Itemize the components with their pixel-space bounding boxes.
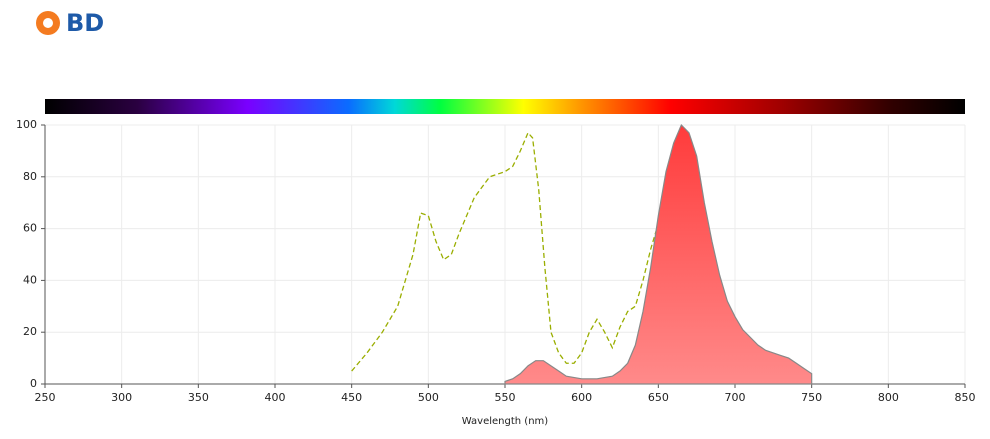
y-tick-label: 80 [23, 170, 37, 183]
x-tick-label: 300 [111, 391, 132, 404]
spectrum-bar [45, 99, 965, 114]
y-tick-label: 60 [23, 222, 37, 235]
x-tick-label: 450 [341, 391, 362, 404]
x-tick-label: 850 [955, 391, 976, 404]
x-tick-label: 700 [725, 391, 746, 404]
x-tick-label: 250 [35, 391, 56, 404]
x-tick-label: 750 [801, 391, 822, 404]
x-tick-label: 400 [265, 391, 286, 404]
x-tick-label: 650 [648, 391, 669, 404]
x-axis-label: Wavelength (nm) [462, 416, 548, 427]
emission-area [504, 123, 813, 385]
y-tick-label: 20 [23, 325, 37, 338]
logo-text: BD [66, 9, 104, 37]
logo: BD [36, 9, 104, 37]
x-tick-label: 350 [188, 391, 209, 404]
x-tick-label: 550 [495, 391, 516, 404]
x-tick-label: 500 [418, 391, 439, 404]
x-tick-label: 600 [571, 391, 592, 404]
y-tick-label: 100 [16, 118, 37, 131]
y-tick-label: 0 [30, 377, 37, 390]
x-tick-label: 800 [878, 391, 899, 404]
y-tick-label: 40 [23, 273, 37, 286]
